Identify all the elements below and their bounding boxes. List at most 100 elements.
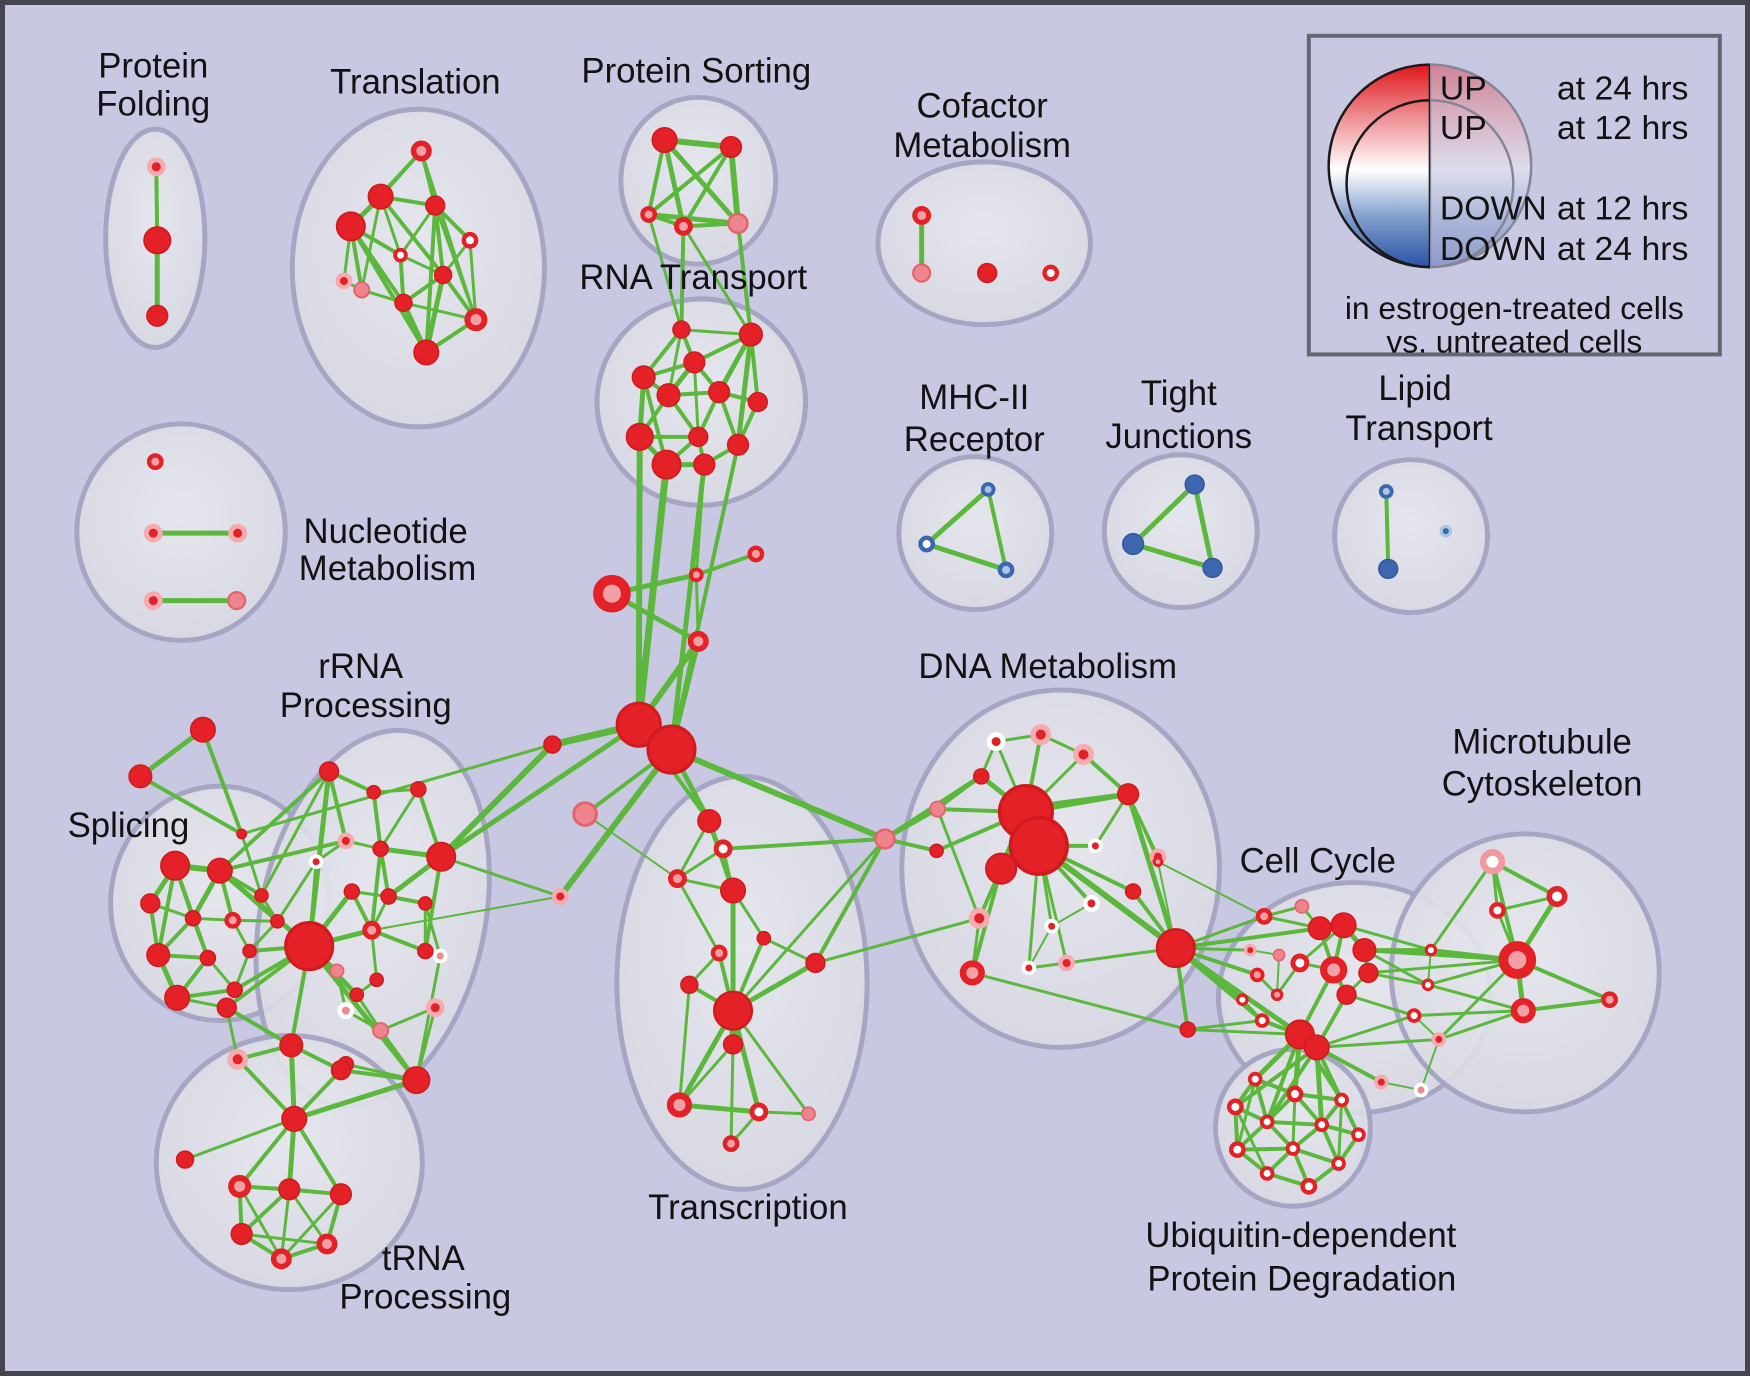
graph-node-142 xyxy=(343,883,361,900)
graph-edge xyxy=(275,860,318,923)
legend-time-label-3: at 24 hrs xyxy=(1557,230,1688,268)
graph-edge xyxy=(235,1057,297,1121)
graph-node-102 xyxy=(1479,849,1506,875)
graph-edge xyxy=(557,746,675,900)
graph-edge xyxy=(635,461,671,729)
graph-edge xyxy=(635,433,643,728)
graph-node-86 xyxy=(1254,1013,1270,1028)
graph-node-158 xyxy=(227,1048,249,1070)
graph-edge xyxy=(379,1006,437,1032)
graph-edge xyxy=(423,854,444,954)
graph-node-185 xyxy=(1378,558,1399,580)
graph-edge xyxy=(1233,1105,1269,1175)
legend-time-label-2: at 12 hrs xyxy=(1557,190,1688,228)
graph-node-33 xyxy=(747,545,765,563)
graph-edge xyxy=(438,722,642,860)
graph-edge xyxy=(348,224,429,355)
graph-node-122 xyxy=(236,828,248,840)
graph-node-123 xyxy=(160,850,191,881)
graph-node-168 xyxy=(270,1248,292,1270)
graph-node-26 xyxy=(747,391,769,413)
graph-edge xyxy=(728,143,741,227)
graph-node-80 xyxy=(1294,898,1310,914)
cluster-label-nucleotide-metabolism: Nucleotide xyxy=(304,513,468,551)
graph-edge xyxy=(736,221,753,337)
graph-node-126 xyxy=(184,910,202,927)
graph-node-29 xyxy=(726,433,750,456)
graph-edge xyxy=(1315,1014,1416,1049)
graph-node-111 xyxy=(1226,1098,1244,1116)
cluster-label-microtubule-cytoskeleton: Microtubule xyxy=(1452,724,1632,762)
graph-edge xyxy=(1125,791,1179,951)
graph-node-144 xyxy=(417,896,433,911)
graph-node-167 xyxy=(316,1233,338,1255)
graph-node-116 xyxy=(1285,1141,1301,1156)
graph-edge xyxy=(369,928,428,954)
graph-node-41 xyxy=(874,828,896,850)
graph-node-34 xyxy=(593,574,631,613)
cluster-label-lipid-transport: Lipid xyxy=(1378,370,1451,408)
graph-node-19 xyxy=(727,212,749,235)
graph-node-99 xyxy=(1431,1032,1447,1047)
legend-direction-label-2: DOWN xyxy=(1440,190,1547,228)
graph-node-160 xyxy=(425,998,445,1018)
graph-edge xyxy=(1412,1009,1525,1018)
graph-edge xyxy=(371,790,383,851)
graph-node-175 xyxy=(912,263,932,283)
graph-node-69 xyxy=(1124,883,1142,900)
graph-edge xyxy=(279,1192,343,1261)
graph-node-154 xyxy=(402,1066,431,1095)
graph-node-108 xyxy=(1247,1071,1263,1087)
graph-node-17 xyxy=(640,206,658,223)
graph-edge xyxy=(677,1042,735,1107)
graph-edge xyxy=(260,769,331,897)
graph-node-106 xyxy=(1510,998,1536,1024)
graph-edge xyxy=(438,741,556,860)
graph-node-20 xyxy=(672,320,691,339)
graph-node-21 xyxy=(738,322,763,347)
graph-edge xyxy=(813,916,981,965)
graph-node-163 xyxy=(228,1174,252,1198)
graph-edge xyxy=(647,212,683,332)
graph-node-16 xyxy=(719,135,743,159)
graph-node-171 xyxy=(228,523,248,543)
graph-node-85 xyxy=(1270,988,1284,1002)
graph-edge xyxy=(423,901,442,958)
graph-edge xyxy=(1426,983,1525,1013)
graph-node-22 xyxy=(683,351,706,374)
graph-node-24 xyxy=(708,381,731,404)
graph-node-42 xyxy=(697,808,722,834)
graph-node-37 xyxy=(646,724,697,775)
graph-node-82 xyxy=(1272,948,1286,962)
cluster-label-cell-cycle: Cell Cycle xyxy=(1240,843,1396,881)
graph-edge xyxy=(401,301,478,322)
graph-node-53 xyxy=(749,1102,769,1122)
graph-node-14 xyxy=(335,272,353,290)
graph-node-141 xyxy=(426,841,457,872)
graph-edge xyxy=(679,224,686,332)
graph-node-84 xyxy=(1236,993,1249,1007)
cluster-label-protein-folding: Folding xyxy=(96,85,210,123)
graph-edge xyxy=(424,203,438,355)
legend-time-label-1: at 12 hrs xyxy=(1557,109,1688,147)
graph-node-49 xyxy=(680,975,699,995)
graph-edge xyxy=(237,1116,297,1189)
graph-edge xyxy=(694,463,706,577)
graph-node-164 xyxy=(278,1178,301,1201)
graph-node-78 xyxy=(1152,856,1164,868)
graph-node-124 xyxy=(206,857,233,884)
graph-node-79 xyxy=(1255,907,1273,925)
graph-edge xyxy=(1420,1038,1440,1092)
graph-node-92 xyxy=(1336,984,1357,1005)
graph-node-7 xyxy=(461,231,479,249)
graph-node-95 xyxy=(1303,1034,1330,1061)
graph-node-148 xyxy=(329,963,345,979)
graph-node-129 xyxy=(270,913,285,929)
graph-node-172 xyxy=(143,591,163,611)
graph-edge xyxy=(224,1005,294,1048)
graph-node-176 xyxy=(977,262,998,284)
graph-node-52 xyxy=(666,1092,692,1118)
cluster-label-tight-junctions: Tight xyxy=(1141,375,1217,413)
graph-node-36 xyxy=(615,701,662,748)
